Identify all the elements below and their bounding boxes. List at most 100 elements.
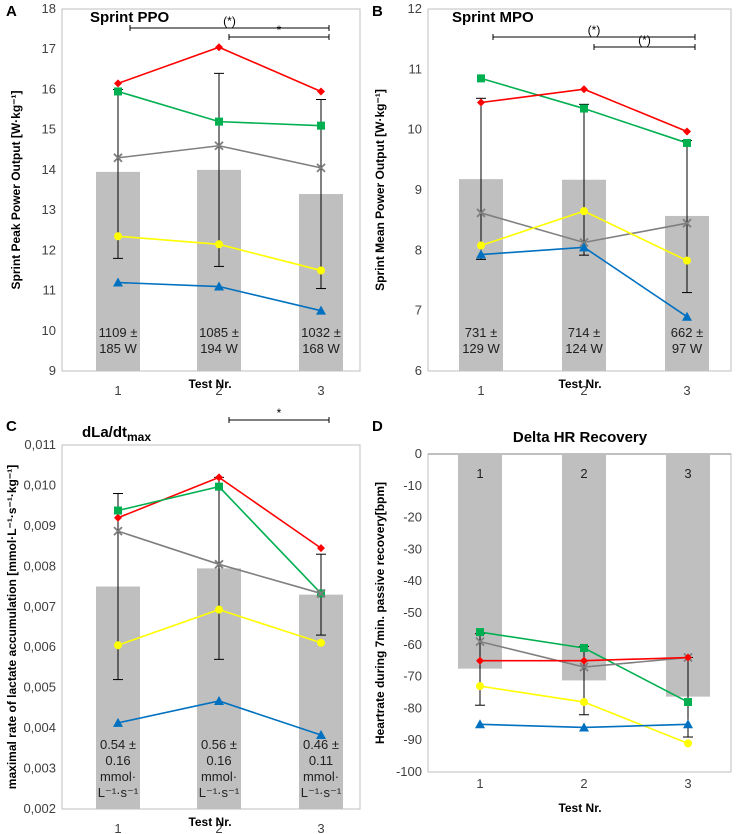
bar-label: mmol· (201, 769, 237, 784)
marker-gray (113, 153, 123, 163)
significance-label: * (277, 406, 282, 420)
marker-blue (475, 719, 485, 729)
y-tick-label: 18 (42, 1, 56, 16)
marker-blue (214, 696, 224, 706)
y-axis-label: Heartrate during 7min. passive recovery[… (373, 482, 387, 744)
marker-green (476, 628, 484, 637)
marker-gray (214, 559, 224, 569)
bar-label: 97 W (672, 341, 703, 356)
x-tick-label: 2 (580, 383, 587, 398)
y-tick-label: 0,009 (23, 518, 56, 533)
y-tick-label: 0,006 (23, 639, 56, 654)
marker-yellow (114, 232, 122, 241)
bar-label: L⁻¹·s⁻¹ (301, 785, 342, 800)
panel-letter: B (372, 3, 383, 20)
marker-gray (476, 208, 486, 218)
y-tick-label: -50 (403, 605, 422, 620)
marker-red (114, 513, 122, 522)
marker-blue (113, 277, 123, 287)
significance-label: * (277, 23, 282, 37)
x-tick-label: 3 (683, 383, 690, 398)
x-tick-label: 3 (317, 821, 324, 834)
y-tick-label: -80 (403, 700, 422, 715)
marker-blue (682, 311, 692, 321)
marker-blue (579, 242, 589, 252)
bar-label: mmol· (100, 769, 136, 784)
y-tick-label: -60 (403, 637, 422, 652)
marker-green (215, 482, 223, 491)
bar-label: 129 W (462, 341, 500, 356)
x-tick-label: 3 (684, 776, 691, 791)
y-tick-label: 16 (42, 81, 56, 96)
marker-red (317, 87, 325, 96)
x-tick-label: 3 (317, 383, 324, 398)
y-axis-label: maximal rate of lactate accumulation [mm… (5, 465, 19, 789)
x-axis-label: Test Nr. (188, 815, 231, 829)
bar-label: 1085 ± (199, 325, 239, 340)
x-tick-label: 2 (580, 776, 587, 791)
y-tick-label: 0,002 (23, 801, 56, 816)
marker-blue (579, 722, 589, 732)
y-tick-label: -90 (403, 732, 422, 747)
marker-green (580, 643, 588, 652)
marker-gray (316, 163, 326, 173)
marker-green (317, 121, 325, 130)
bar-label: mmol· (303, 769, 339, 784)
significance-label: (*) (588, 23, 601, 37)
bar-label: 0.16 (105, 753, 130, 768)
bar-label: 1032 ± (301, 325, 341, 340)
panel-c: C 0,002 0,003 0,004 0,005 0,006 0,007 0,008 0,00… (5, 406, 361, 834)
y-tick-label: 8 (415, 242, 422, 257)
y-tick-label: -40 (403, 573, 422, 588)
y-tick-label: -30 (403, 541, 422, 556)
x-axis-label: Test Nr. (188, 377, 231, 391)
y-tick-label: 0,003 (23, 761, 56, 776)
marker-blue (214, 281, 224, 291)
chart-title-main: dLa/dt (82, 424, 127, 441)
chart-title: Sprint MPO (452, 9, 534, 26)
significance-label: (*) (638, 33, 651, 47)
y-tick-label: 12 (42, 242, 56, 257)
marker-gray (113, 526, 123, 536)
marker-yellow (215, 605, 223, 614)
marker-red (114, 79, 122, 88)
marker-green (683, 138, 691, 147)
chart-title: dLa/dtmax (82, 424, 151, 444)
bar-label: 0.54 ± (100, 737, 136, 752)
marker-red (215, 473, 223, 482)
y-tick-label: 0 (415, 446, 422, 461)
marker-green (477, 74, 485, 83)
marker-yellow (114, 641, 122, 650)
chart-title: Sprint PPO (90, 9, 170, 26)
bar (562, 454, 606, 681)
chart-title: Delta HR Recovery (513, 429, 648, 446)
y-tick-label: 17 (42, 41, 56, 56)
marker-yellow (317, 266, 325, 275)
marker-gray (214, 141, 224, 151)
y-tick-label: 0,007 (23, 599, 56, 614)
x-tick-label: 1 (477, 383, 484, 398)
bar-label: L⁻¹·s⁻¹ (199, 785, 240, 800)
x-tick-label: 1 (476, 776, 483, 791)
y-tick-label: 9 (415, 182, 422, 197)
y-tick-label: -20 (403, 510, 422, 525)
marker-green (684, 698, 692, 707)
y-tick-label: 9 (49, 363, 56, 378)
chart-title-subscript: max (127, 430, 151, 444)
marker-blue (316, 305, 326, 315)
x-tick-label: 1 (114, 821, 121, 834)
panel-letter: C (6, 418, 17, 435)
y-tick-label: 6 (415, 363, 422, 378)
marker-gray (682, 218, 692, 228)
y-tick-label: 0,010 (23, 477, 56, 492)
marker-yellow (580, 207, 588, 216)
y-tick-label: 11 (43, 283, 57, 298)
y-tick-label: 13 (42, 202, 56, 217)
marker-red (580, 85, 588, 94)
marker-red (683, 127, 691, 136)
y-tick-label: 10 (408, 122, 422, 137)
x-axis-label: Test Nr. (558, 377, 601, 391)
